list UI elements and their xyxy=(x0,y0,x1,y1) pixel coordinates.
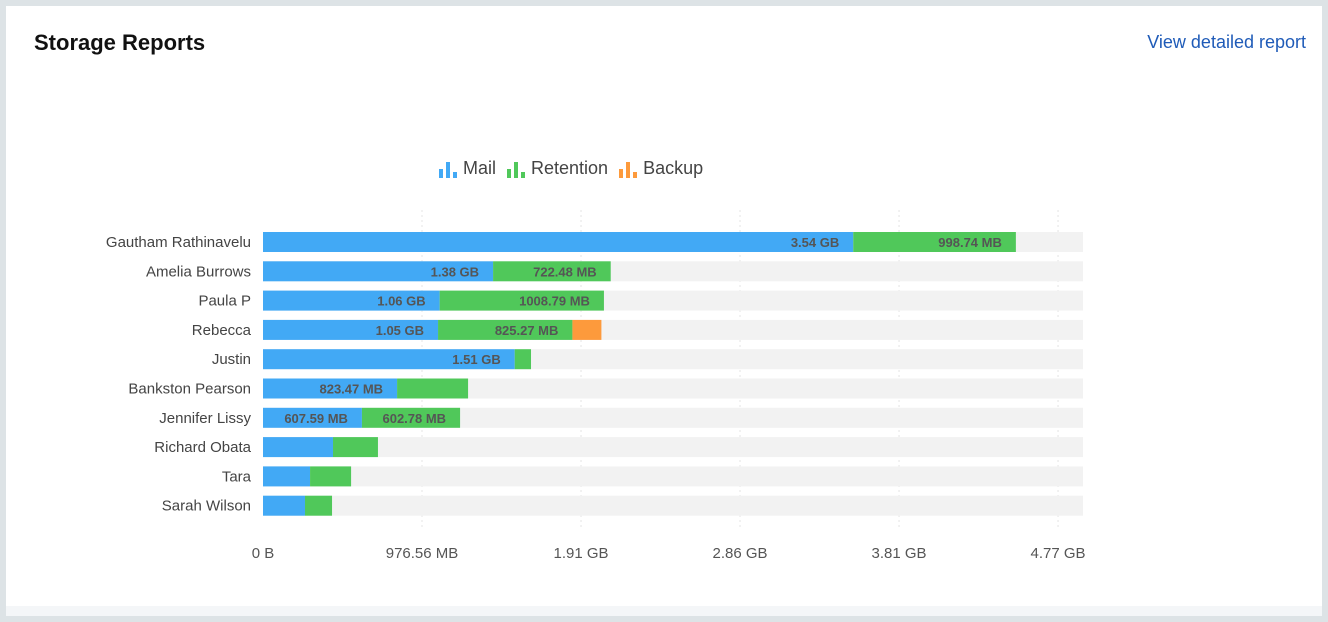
y-category-label: Rebecca xyxy=(192,322,252,339)
bar-chart-icon xyxy=(507,161,526,178)
data-label: 823.47 MB xyxy=(319,382,383,397)
bar-segment-retention xyxy=(493,261,611,282)
legend-item-retention[interactable]: Retention xyxy=(506,158,608,179)
view-detailed-report-link[interactable]: View detailed report xyxy=(1147,32,1306,52)
data-label: 3.54 GB xyxy=(791,235,839,250)
bar-segment-mail xyxy=(263,407,362,428)
data-label: 1.38 GB xyxy=(431,264,479,279)
bar-segment-mail xyxy=(263,495,306,516)
bar-segment-mail xyxy=(263,466,311,487)
bar-track xyxy=(263,437,1083,458)
legend-label: Retention xyxy=(531,158,609,178)
bar-track xyxy=(263,466,1083,487)
data-label: 607.59 MB xyxy=(284,411,348,426)
y-category-label: Sarah Wilson xyxy=(162,498,251,515)
y-category-label: Tara xyxy=(222,468,252,485)
legend-label: Mail xyxy=(463,158,497,178)
bar-segment-mail xyxy=(263,378,398,399)
data-label: 1.06 GB xyxy=(377,294,425,309)
data-label: 1.51 GB xyxy=(452,352,500,367)
legend-item-mail[interactable]: Mail xyxy=(438,158,496,179)
bar-segment-mail xyxy=(263,319,439,340)
data-label: 602.78 MB xyxy=(382,411,446,426)
data-label: 1.05 GB xyxy=(376,323,424,338)
x-tick-label: 4.77 GB xyxy=(1031,545,1086,562)
bar-segment-backup xyxy=(572,319,602,340)
card-footer-strip xyxy=(6,606,1322,616)
bar-segment-mail xyxy=(263,232,854,252)
bar-segment-mail xyxy=(263,261,494,282)
x-tick-label: 0 B xyxy=(252,545,275,562)
data-label: 1008.79 MB xyxy=(519,294,590,309)
bar-segment-retention xyxy=(397,378,469,399)
bar-segment-retention xyxy=(438,319,573,340)
y-category-label: Bankston Pearson xyxy=(128,381,251,398)
bar-segment-retention xyxy=(310,466,352,487)
bar-segment-mail xyxy=(263,437,334,458)
y-category-label: Paula P xyxy=(198,293,251,310)
bar-segment-mail xyxy=(263,290,440,311)
legend-item-backup[interactable]: Backup xyxy=(618,158,703,179)
y-category-label: Justin xyxy=(212,351,251,368)
bar-chart-icon xyxy=(439,161,457,178)
bar-track xyxy=(263,407,1083,428)
page-title: Storage Reports xyxy=(34,30,206,55)
data-label: 998.74 MB xyxy=(938,235,1002,250)
x-tick-label: 1.91 GB xyxy=(553,545,608,562)
x-tick-label: 3.81 GB xyxy=(872,545,927,562)
bar-segment-retention xyxy=(333,437,378,458)
x-tick-label: 976.56 MB xyxy=(386,545,459,562)
bar-segment-retention xyxy=(514,349,532,370)
bar-track xyxy=(263,495,1083,516)
legend-label: Backup xyxy=(643,158,704,178)
chart-legend: Mail Retention Backup xyxy=(438,158,703,179)
x-tick-label: 2.86 GB xyxy=(713,545,768,562)
y-category-label: Gautham Rathinavelu xyxy=(106,234,251,251)
bar-segment-retention xyxy=(305,495,333,516)
y-category-label: Jennifer Lissy xyxy=(159,410,251,427)
bar-segment-retention xyxy=(439,290,604,311)
bar-chart-icon xyxy=(619,161,638,178)
y-category-label: Richard Obata xyxy=(154,439,251,456)
y-category-label: Amelia Burrows xyxy=(146,263,251,280)
bar-segment-retention xyxy=(853,232,1016,252)
bar-segment-mail xyxy=(263,349,515,370)
data-label: 825.27 MB xyxy=(495,323,559,338)
bar-segment-retention xyxy=(361,407,461,428)
data-label: 722.48 MB xyxy=(533,264,597,279)
